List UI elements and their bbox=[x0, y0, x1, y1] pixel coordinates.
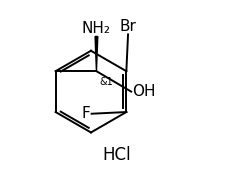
Text: F: F bbox=[81, 106, 90, 121]
Polygon shape bbox=[95, 37, 98, 71]
Text: Br: Br bbox=[120, 19, 137, 34]
Text: OH: OH bbox=[132, 84, 155, 99]
Text: &1: &1 bbox=[99, 77, 113, 87]
Text: HCl: HCl bbox=[102, 146, 131, 164]
Text: NH₂: NH₂ bbox=[82, 21, 111, 36]
